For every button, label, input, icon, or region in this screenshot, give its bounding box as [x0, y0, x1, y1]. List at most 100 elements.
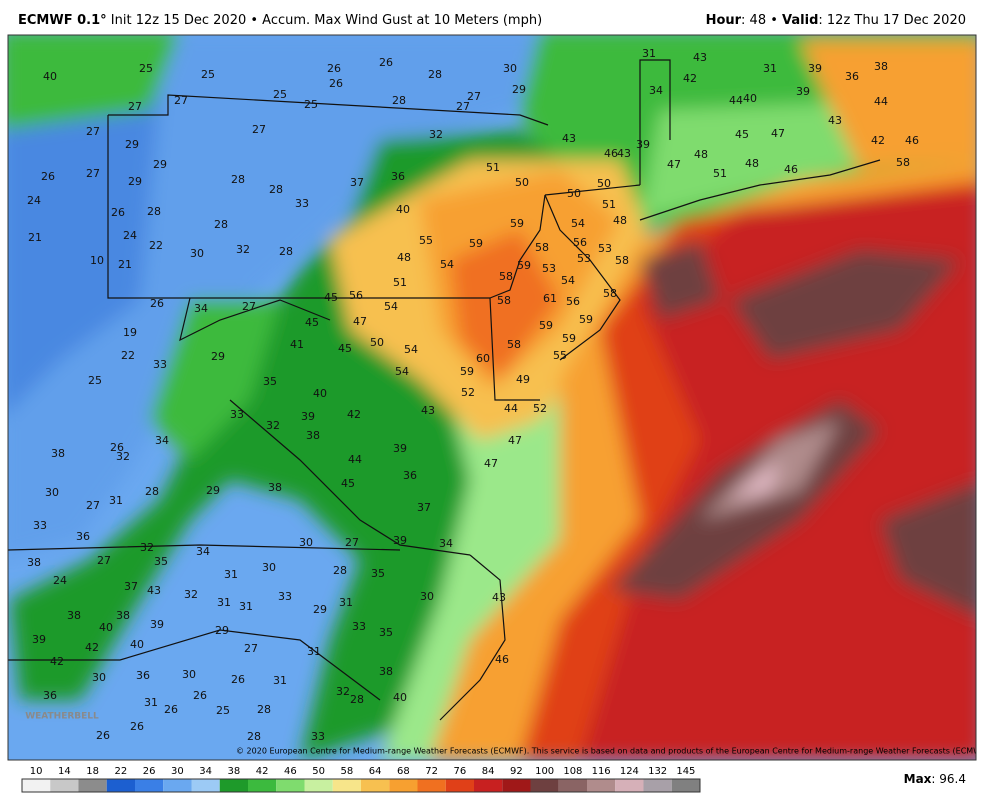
colorbar-label: 76: [454, 766, 467, 777]
wind-value: 32: [184, 588, 198, 601]
wind-value: 54: [384, 300, 398, 313]
wind-value: 31: [307, 645, 321, 658]
wind-value: 44: [504, 402, 518, 415]
colorbar-label: 42: [256, 766, 269, 777]
wind-value: 28: [147, 205, 161, 218]
colorbar-label: 145: [676, 766, 695, 777]
colorbar: 10 14 18 22 26 30 34 38 42 46 50 58 64 68 72 76 84 92 100 1…: [21, 766, 701, 793]
wind-value: 28: [247, 730, 261, 743]
wind-value: 34: [649, 84, 663, 97]
wind-value: 59: [562, 332, 576, 345]
wind-value: 26: [193, 689, 207, 702]
colorbar-label: 34: [199, 766, 212, 777]
wind-value: 39: [796, 85, 810, 98]
colorbar-cell: [643, 779, 672, 792]
wind-value: 33: [295, 197, 309, 210]
wind-value: 55: [553, 349, 567, 362]
wind-value: 27: [467, 90, 481, 103]
wind-value: 48: [613, 214, 627, 227]
wind-value: 53: [598, 242, 612, 255]
wind-value: 21: [28, 231, 42, 244]
colorbar-label: 46: [284, 766, 297, 777]
wind-value: 54: [404, 343, 418, 356]
wind-value: 35: [379, 626, 393, 639]
wind-value: 38: [379, 665, 393, 678]
wind-value: 51: [393, 276, 407, 289]
wind-value: 26: [110, 441, 124, 454]
wind-value: 24: [53, 574, 67, 587]
wind-value: 27: [345, 536, 359, 549]
colorbar-label: 58: [341, 766, 354, 777]
wind-value: 28: [257, 703, 271, 716]
colorbar-cell: [276, 779, 305, 792]
wind-value: 36: [845, 70, 859, 83]
wind-value: 28: [333, 564, 347, 577]
wind-value: 28: [214, 218, 228, 231]
wind-value: 38: [874, 60, 888, 73]
wind-value: 32: [236, 243, 250, 256]
wind-value: 59: [460, 365, 474, 378]
colorbar-cell: [615, 779, 644, 792]
wind-value: 47: [667, 158, 681, 171]
wind-value: 40: [99, 621, 113, 634]
wind-value: 27: [244, 642, 258, 655]
wind-value: 38: [27, 556, 41, 569]
wind-value: 44: [348, 453, 362, 466]
wind-value: 38: [67, 609, 81, 622]
wind-value: 41: [290, 338, 304, 351]
colorbar-frame: [21, 778, 701, 793]
wind-value: 28: [145, 485, 159, 498]
wind-value: 30: [503, 62, 517, 75]
colorbar-cell: [671, 779, 700, 792]
wind-value: 48: [694, 148, 708, 161]
wind-value: 27: [86, 499, 100, 512]
wind-value: 39: [393, 442, 407, 455]
wind-value: 28: [269, 183, 283, 196]
wind-value: 52: [533, 402, 547, 415]
colorbar-label: 84: [482, 766, 495, 777]
wind-value: 25: [216, 704, 230, 717]
wind-value: 33: [278, 590, 292, 603]
wind-value: 32: [336, 685, 350, 698]
wind-value: 26: [231, 673, 245, 686]
colorbar-cell: [332, 779, 361, 792]
wind-value: 37: [124, 580, 138, 593]
wind-value: 30: [420, 590, 434, 603]
wind-value: 50: [515, 176, 529, 189]
wind-value: 45: [338, 342, 352, 355]
wind-value: 58: [535, 241, 549, 254]
wind-value: 56: [349, 289, 363, 302]
wind-value: 38: [268, 481, 282, 494]
wind-value: 26: [150, 297, 164, 310]
wind-value: 43: [562, 132, 576, 145]
wind-value: 58: [497, 294, 511, 307]
wind-value: 30: [182, 668, 196, 681]
wind-value: 47: [353, 315, 367, 328]
wind-value: 40: [743, 92, 757, 105]
wind-value: 36: [136, 669, 150, 682]
colorbar-cell: [163, 779, 192, 792]
wind-value: 33: [33, 519, 47, 532]
logo: WEATHERBELL: [25, 712, 99, 722]
wind-value: 42: [347, 408, 361, 421]
wind-value: 30: [45, 486, 59, 499]
header-right: Hour: 48 • Valid: 12z Thu 17 Dec 2020: [706, 13, 966, 28]
wind-value: 26: [327, 62, 341, 75]
colorbar-label: 26: [143, 766, 156, 777]
wind-value: 42: [50, 655, 64, 668]
wind-value: 36: [403, 469, 417, 482]
wind-value: 39: [150, 618, 164, 631]
wind-value: 47: [484, 457, 498, 470]
colorbar-cell: [389, 779, 418, 792]
wind-value: 24: [123, 229, 137, 242]
wind-value: 26: [41, 170, 55, 183]
wind-value: 60: [476, 352, 490, 365]
wind-value: 26: [379, 56, 393, 69]
wind-value: 33: [153, 358, 167, 371]
wind-value: 47: [771, 127, 785, 140]
colorbar-label: 22: [115, 766, 128, 777]
wind-value: 30: [92, 671, 106, 684]
colorbar-label: 50: [312, 766, 325, 777]
wind-value: 28: [231, 173, 245, 186]
